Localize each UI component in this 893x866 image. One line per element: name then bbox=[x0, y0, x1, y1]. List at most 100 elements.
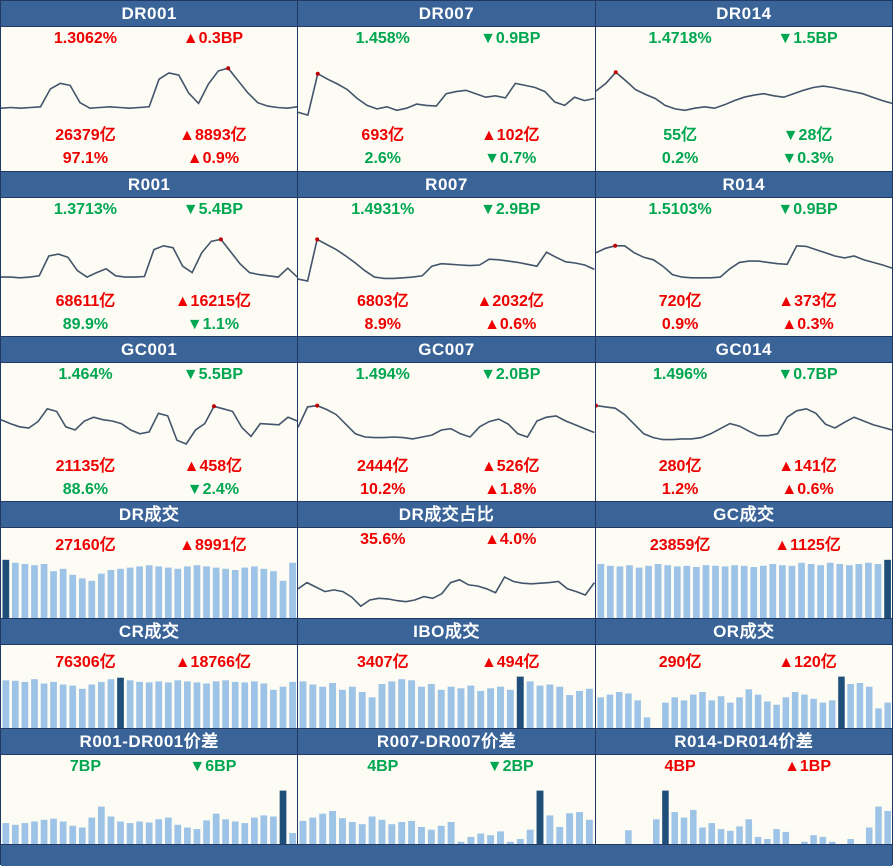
bar bbox=[107, 679, 115, 728]
bar bbox=[884, 811, 891, 844]
rate-stats-GC001: 1.464% ▼5.5BP bbox=[1, 366, 297, 384]
bar bbox=[457, 841, 465, 844]
stat-change: ▼2.4% bbox=[186, 481, 240, 498]
bar bbox=[683, 565, 690, 618]
stat-value: 4BP bbox=[664, 758, 696, 775]
bar bbox=[174, 568, 182, 618]
bar bbox=[711, 565, 719, 618]
bar bbox=[299, 820, 307, 844]
stat-change: ▼2BP bbox=[486, 758, 534, 775]
bar bbox=[692, 567, 700, 618]
bar bbox=[59, 684, 67, 728]
bar bbox=[428, 829, 436, 844]
panel-GC014: GC014 1.496% ▼0.7BP 280亿 ▲141亿 1.2% ▲0.6% bbox=[595, 336, 892, 501]
bar bbox=[78, 688, 86, 728]
stat-change: ▲16215亿 bbox=[174, 293, 252, 310]
highlighted-bar bbox=[517, 676, 525, 728]
bar bbox=[836, 564, 843, 618]
bar bbox=[2, 680, 10, 728]
stat-value: 1.464% bbox=[58, 366, 113, 383]
stat-change: ▲120亿 bbox=[778, 654, 837, 671]
panel-row: GC001 1.464% ▼5.5BP 21135亿 ▲458亿 88.6% ▼2.4% GC… bbox=[1, 336, 892, 501]
bar bbox=[368, 697, 376, 728]
bar bbox=[59, 821, 67, 844]
panel-title-text: R014 bbox=[722, 175, 766, 194]
stat-change: ▲0.3% bbox=[781, 316, 834, 333]
stat-value: 1.494% bbox=[355, 366, 410, 383]
bar bbox=[50, 571, 57, 618]
bar bbox=[78, 827, 86, 844]
bar bbox=[487, 688, 495, 728]
bar bbox=[107, 570, 115, 618]
bar bbox=[260, 815, 268, 844]
bar bbox=[368, 816, 376, 844]
bar bbox=[97, 681, 105, 728]
panel-title-text: DR014 bbox=[716, 4, 772, 23]
stat-value: 4BP bbox=[367, 758, 399, 775]
stat-value: 720亿 bbox=[658, 293, 702, 310]
stat-value: 35.6% bbox=[360, 531, 406, 548]
bar bbox=[800, 841, 808, 844]
panel-body-DR-share: 35.6% ▲4.0% bbox=[298, 528, 594, 618]
bar bbox=[797, 562, 805, 618]
bar bbox=[136, 681, 143, 728]
bar bbox=[279, 580, 287, 618]
panel-title-text: R001 bbox=[127, 175, 171, 194]
panel-R014: R014 1.5103% ▼0.9BP 720亿 ▲373亿 0.9% ▲0.3% bbox=[595, 171, 892, 336]
bar bbox=[708, 700, 715, 728]
bar bbox=[652, 819, 660, 844]
bar bbox=[260, 683, 268, 728]
panel-CR-vol: CR成交 76306亿 ▲18766亿 bbox=[1, 618, 299, 728]
bar bbox=[654, 564, 662, 618]
bar bbox=[791, 692, 799, 728]
panel-body-CR-vol: 76306亿 ▲18766亿 bbox=[1, 645, 297, 728]
bar bbox=[507, 689, 515, 728]
bar bbox=[349, 822, 357, 844]
panel-title-DR-vol: DR成交 bbox=[1, 502, 298, 528]
bar bbox=[174, 824, 182, 844]
bar bbox=[726, 702, 734, 728]
stat-change: ▲1BP bbox=[784, 758, 832, 775]
bar bbox=[745, 689, 752, 728]
panel-title-R001: R001 bbox=[1, 172, 298, 198]
bar bbox=[625, 565, 633, 618]
bar bbox=[222, 819, 229, 844]
bar bbox=[800, 694, 808, 728]
bar bbox=[145, 822, 153, 844]
stat-change: ▲2032亿 bbox=[476, 293, 544, 310]
stat-change: ▼2.0BP bbox=[480, 366, 541, 383]
line-chart-GC014 bbox=[595, 403, 892, 455]
stat-value: 10.2% bbox=[360, 481, 406, 498]
stat-change: ▼2.9BP bbox=[480, 201, 541, 218]
bar-chart-CR-vol bbox=[2, 677, 296, 728]
bar bbox=[624, 830, 632, 844]
panel-DR001: DR001 1.3062% ▲0.3BP 26379亿 ▲8893亿 97.1% ▲0.9% bbox=[1, 1, 299, 171]
line-chart-DR014 bbox=[596, 70, 892, 124]
volume-stats-DR001: 26379亿 ▲8893亿 bbox=[1, 121, 297, 145]
bar bbox=[586, 819, 594, 844]
bar bbox=[359, 824, 366, 844]
highlighted-bar bbox=[279, 790, 287, 844]
bar bbox=[31, 679, 38, 728]
bar bbox=[164, 817, 172, 844]
line-chart-R007 bbox=[298, 237, 594, 290]
bar bbox=[477, 833, 485, 844]
stat-value: 1.4931% bbox=[351, 201, 415, 218]
bar-chart-IBO-vol bbox=[299, 676, 594, 728]
bar bbox=[428, 684, 436, 728]
bar bbox=[726, 830, 734, 844]
rate-stats-R007-DR007-spread: 4BP ▼2BP bbox=[298, 758, 594, 776]
panel-row: R001-DR001价差 7BP ▼6BP R007-DR007价差 4BP ▼2BP R0… bbox=[1, 728, 892, 844]
bar bbox=[847, 839, 854, 844]
bar bbox=[759, 565, 767, 618]
rate-stats-R014-DR014-spread: 4BP ▲1BP bbox=[596, 758, 892, 776]
peak-marker-dot bbox=[612, 243, 617, 248]
share-stats-GC007: 10.2% ▲1.8% bbox=[298, 481, 594, 499]
panel-OR-vol: OR成交 290亿 ▲120亿 bbox=[595, 618, 892, 728]
bar bbox=[21, 823, 29, 844]
bar bbox=[745, 819, 752, 844]
stat-value: 1.4718% bbox=[648, 30, 712, 47]
panel-R007-DR007-spread: R007-DR007价差 4BP ▼2BP bbox=[298, 728, 596, 844]
bar-chart-R014-DR014-spread bbox=[624, 790, 891, 844]
rate-stats-R007: 1.4931% ▼2.9BP bbox=[298, 201, 594, 219]
